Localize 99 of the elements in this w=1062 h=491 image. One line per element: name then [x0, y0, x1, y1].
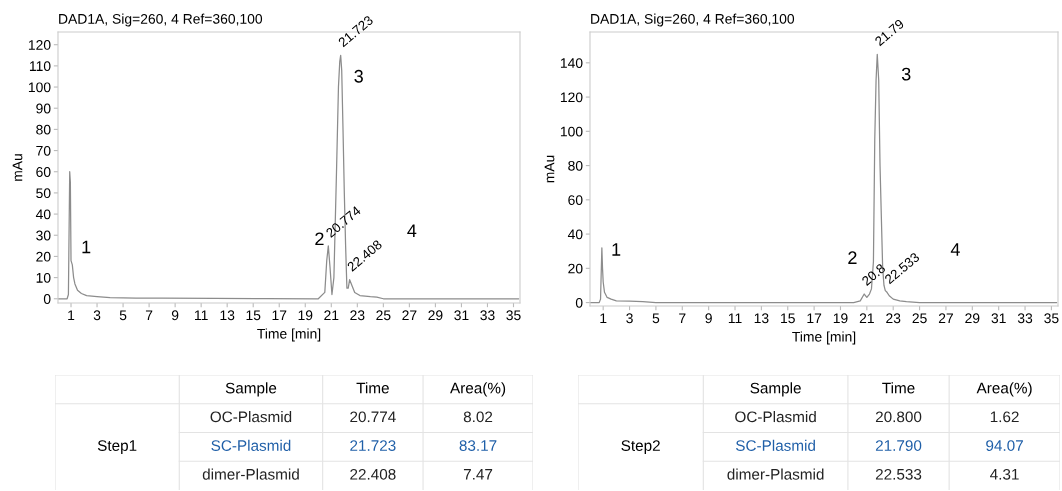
- text: SC-Plasmid: [735, 439, 815, 451]
- x-tick-label: 35: [506, 310, 521, 321]
- text: 21.723: [350, 440, 396, 451]
- y-tick-label: 80: [36, 124, 51, 135]
- text: Step2: [621, 440, 660, 454]
- x-tick-label: 27: [402, 310, 417, 321]
- y-tick-label: 70: [36, 145, 51, 156]
- x-tick-label: 9: [705, 313, 712, 324]
- x-axis-title: Time [min]: [792, 331, 856, 345]
- x-tick-label: 27: [938, 313, 953, 324]
- y-tick-label: 110: [29, 61, 51, 72]
- y-tick-label: 120: [560, 92, 583, 103]
- x-tick-label: 25: [376, 310, 391, 321]
- text: 22.408: [350, 468, 396, 480]
- y-tick-label: 40: [567, 229, 583, 240]
- y-tick-label: 140: [560, 58, 583, 68]
- x-tick-label: 1: [68, 310, 75, 321]
- y-tick-label: 10: [36, 272, 51, 283]
- y-axis-title: mAu: [12, 154, 23, 181]
- x-tick-label: 7: [679, 313, 686, 324]
- x-tick-label: 25: [912, 313, 927, 324]
- x-tick-label: 17: [272, 310, 287, 321]
- x-tick-label: 13: [220, 310, 235, 321]
- text: dimer-Plasmid: [202, 468, 299, 480]
- text: 8.02: [463, 411, 493, 423]
- x-tick-label: 33: [480, 310, 495, 321]
- x-tick-label: 13: [754, 313, 769, 324]
- y-tick-label: 100: [28, 82, 51, 93]
- x-tick-label: 23: [350, 310, 365, 321]
- x-tick-label: 29: [965, 313, 980, 324]
- text: OC-Plasmid: [735, 411, 816, 423]
- x-tick-label: 31: [454, 310, 469, 321]
- x-tick-label: 15: [781, 313, 795, 324]
- chart-title: DAD1A, Sig=260, 4 Ref=360,100: [59, 13, 263, 27]
- text: 4.31: [990, 468, 1019, 480]
- text: Time: [882, 382, 915, 394]
- y-tick-label: 90: [36, 103, 51, 114]
- x-tick-label: 7: [145, 310, 153, 321]
- chart-title: DAD1A, Sig=260, 4 Ref=360,100: [591, 13, 795, 27]
- annotation: 1: [612, 243, 621, 256]
- y-tick-label: 0: [575, 297, 583, 308]
- text: Step1: [97, 440, 137, 454]
- text: 20.774: [350, 411, 396, 423]
- x-tick-label: 3: [626, 313, 633, 324]
- text: 21.790: [875, 440, 922, 451]
- annotation: 1: [82, 240, 91, 254]
- x-tick-label: 31: [991, 313, 1006, 324]
- annotation: 20.8: [861, 263, 886, 287]
- x-tick-label: 17: [807, 313, 822, 324]
- annotation: 4: [950, 243, 960, 256]
- x-tick-label: 5: [119, 310, 127, 321]
- x-axis-title: Time [min]: [257, 328, 321, 342]
- y-tick-label: 20: [568, 263, 583, 274]
- y-tick-label: 100: [560, 126, 583, 137]
- y-tick-label: 40: [35, 209, 51, 220]
- y-tick-label: 50: [36, 188, 51, 199]
- x-tick-label: 11: [728, 313, 742, 324]
- text: 94.07: [986, 440, 1023, 451]
- annotation: 3: [354, 69, 363, 83]
- x-tick-label: 21: [324, 310, 339, 321]
- y-tick-label: 60: [36, 167, 51, 177]
- x-tick-label: 3: [93, 310, 101, 321]
- text: SC-Plasmid: [211, 439, 291, 451]
- y-tick-label: 80: [568, 160, 583, 171]
- annotation: 2: [315, 232, 324, 246]
- text: 20.800: [875, 411, 922, 423]
- x-tick-label: 23: [886, 313, 901, 324]
- text: OC-Plasmid: [210, 411, 292, 423]
- x-tick-label: 35: [1044, 313, 1059, 324]
- text: Sample: [750, 382, 801, 397]
- text: 7.47: [463, 469, 493, 480]
- x-tick-label: 29: [428, 310, 443, 321]
- x-tick-label: 5: [652, 313, 660, 324]
- y-tick-label: 20: [36, 251, 51, 262]
- x-tick-label: 21: [859, 313, 874, 324]
- x-tick-label: 19: [298, 310, 313, 321]
- x-tick-label: 33: [1017, 313, 1033, 324]
- text: 83.17: [459, 440, 497, 451]
- text: Area(%): [450, 382, 506, 397]
- annotation: 4: [407, 224, 417, 237]
- text: Sample: [225, 382, 277, 397]
- y-tick-label: 0: [43, 294, 51, 304]
- x-tick-label: 9: [171, 310, 179, 321]
- y-tick-label: 60: [568, 195, 583, 205]
- text: dimer-Plasmid: [727, 468, 824, 480]
- text: Time: [356, 382, 389, 394]
- x-tick-label: 1: [600, 313, 607, 324]
- text: 1.62: [990, 411, 1019, 423]
- annotation: 2: [848, 251, 857, 264]
- x-tick-label: 15: [246, 310, 261, 321]
- text: Area(%): [976, 382, 1032, 397]
- line-series: [58, 54, 520, 300]
- annotation: 3: [901, 67, 911, 81]
- y-tick-label: 120: [28, 40, 51, 50]
- y-tick-label: 30: [36, 230, 51, 241]
- x-tick-label: 19: [833, 313, 848, 324]
- y-axis-title: mAu: [544, 155, 555, 183]
- text: 22.533: [875, 468, 922, 480]
- x-tick-label: 11: [195, 310, 208, 321]
